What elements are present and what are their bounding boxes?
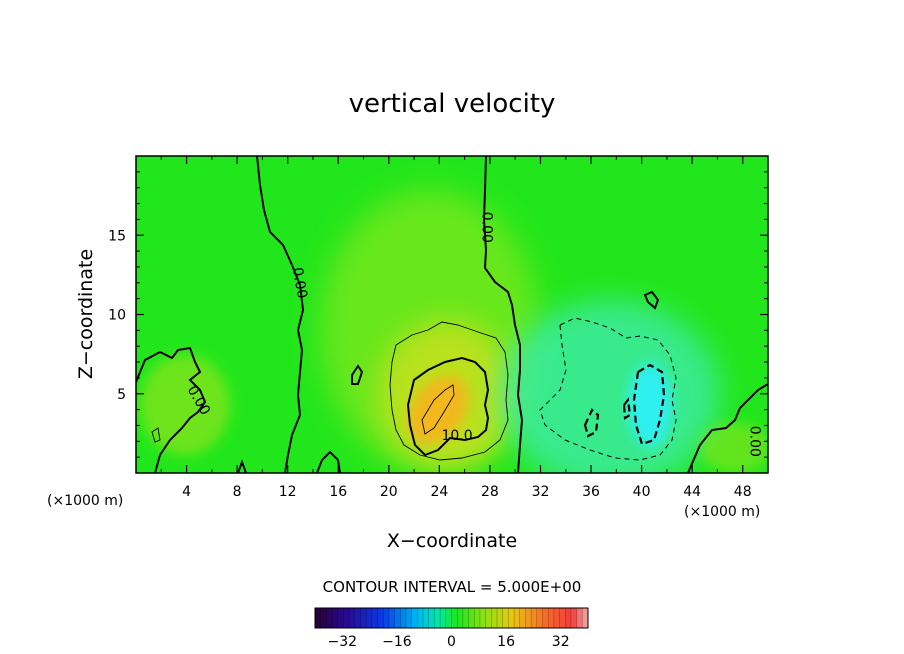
y-tick-label: 10 <box>108 308 126 324</box>
x-tick-label: 28 <box>481 484 499 500</box>
colorbar-cell <box>406 608 413 628</box>
x-axis: 4 8 12 16 20 24 28 32 36 40 44 48 <box>160 156 752 500</box>
colorbar-cell <box>383 608 390 628</box>
colorbar-cell <box>576 608 583 628</box>
colorbar-cell <box>508 608 515 628</box>
colorbar-cell <box>371 608 379 628</box>
ten-contour <box>406 356 490 457</box>
x-tick-label: 24 <box>430 484 448 500</box>
colorbar-tick-label: 16 <box>497 634 515 650</box>
colorbar-cell <box>343 608 350 628</box>
colorbar-cell <box>536 608 543 628</box>
colorbar-cell <box>514 608 521 628</box>
colorbar-cell <box>400 608 407 628</box>
colorbar-cell <box>553 608 561 628</box>
colorbar-cell <box>451 608 458 628</box>
colorbar-cell <box>417 608 424 628</box>
colorbar-cell <box>434 608 441 628</box>
colorbar-cell <box>394 608 401 628</box>
x-axis-label: X−coordinate <box>387 530 517 552</box>
colorbar-cell <box>354 608 361 628</box>
x-tick-label: 8 <box>233 484 242 500</box>
colorbar-cell <box>479 608 487 628</box>
x-tick-label: 4 <box>182 484 191 500</box>
colorbar-cell <box>525 608 532 628</box>
colorbar-cell <box>440 608 447 628</box>
negative-contours <box>539 317 677 461</box>
colorbar-cell <box>349 608 356 628</box>
colorbar-tick-label: 0 <box>447 634 456 650</box>
zero-contours <box>136 156 768 473</box>
colorbar-cell <box>315 608 322 628</box>
colorbar-cell <box>428 608 435 628</box>
colorbar-cell <box>462 608 470 628</box>
colorbar-cell <box>423 608 430 628</box>
x-tick-label: 12 <box>279 484 297 500</box>
colorbar-cell <box>542 608 549 628</box>
colorbar-cell <box>570 608 578 628</box>
colorbar-cell <box>388 608 396 628</box>
left-patch <box>140 355 230 455</box>
colorbar-cell <box>332 608 339 628</box>
contour-label: 0.00 <box>478 212 494 243</box>
colorbar-tick-label: −16 <box>382 634 412 650</box>
colorbar-cell <box>559 608 566 628</box>
x-tick-label: 48 <box>734 484 752 500</box>
x-tick-label: 36 <box>582 484 600 500</box>
colorbar-cell <box>326 608 333 628</box>
colorbar-frame <box>314 607 589 629</box>
x-tick-label: 20 <box>380 484 398 500</box>
x-unit-left: (×1000 m) <box>47 493 123 509</box>
contour-label: 0.00 <box>289 266 310 299</box>
colorbar-cell <box>565 608 572 628</box>
colorbar-cell <box>468 608 475 628</box>
colorbar-cell <box>337 608 344 628</box>
downdraft-halo <box>500 300 720 473</box>
colorbar-cell <box>582 608 589 628</box>
negative-contours-thick <box>583 363 666 446</box>
colorbar-cell <box>531 608 538 628</box>
contour-interval: CONTOUR INTERVAL = 5.000E+00 <box>323 578 582 596</box>
downdraft-core <box>628 363 672 447</box>
y-axis: 5 10 15 <box>108 171 768 458</box>
colorbar-cell <box>445 608 452 628</box>
plot-area <box>136 156 768 473</box>
right-patch <box>700 423 768 473</box>
x-tick-label: 16 <box>329 484 347 500</box>
x-tick-label: 44 <box>683 484 701 500</box>
colorbar-cell <box>474 608 481 628</box>
colorbar-cell <box>519 608 526 628</box>
colorbar-cell <box>497 608 504 628</box>
colorbar-cell <box>377 608 384 628</box>
y-tick-label: 5 <box>117 387 126 403</box>
contour-label: 10.0 <box>441 428 472 444</box>
colorbar-cell <box>457 608 464 628</box>
colorbar-cell <box>502 608 509 628</box>
x-tick-label: 32 <box>532 484 550 500</box>
colorbar-cell <box>320 608 327 628</box>
x-unit-right: (×1000 m) <box>684 504 760 520</box>
chart-title: vertical velocity <box>349 89 556 119</box>
colorbar-tick-label: −32 <box>328 634 358 650</box>
contour-label: 0.00 <box>746 426 762 457</box>
colorbar-cell <box>548 608 555 628</box>
colorbar-cell <box>360 608 367 628</box>
colorbar-ticks: −32 −16 0 16 32 <box>328 634 570 650</box>
colorbar-tick-label: 32 <box>552 634 570 650</box>
updraft-core <box>407 375 469 445</box>
colorbar-cell <box>491 608 498 628</box>
y-axis-label: Z−coordinate <box>75 249 97 379</box>
colorbar <box>314 607 589 629</box>
positive-contours <box>151 321 509 461</box>
colorbar-cell <box>411 608 418 628</box>
y-tick-label: 15 <box>108 228 126 244</box>
colorbar-cell <box>485 608 492 628</box>
colorbar-cell <box>366 608 373 628</box>
x-tick-label: 40 <box>633 484 651 500</box>
